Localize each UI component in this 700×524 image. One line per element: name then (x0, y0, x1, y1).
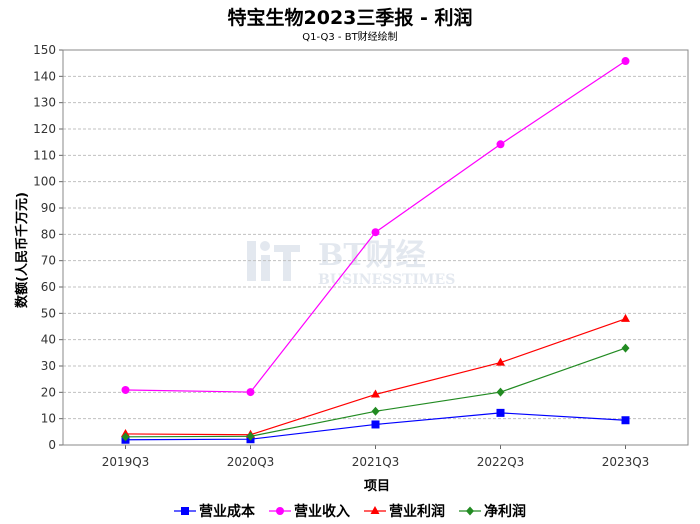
y-tick-label: 150 (33, 43, 56, 57)
chart-title: 特宝生物2023三季报 - 利润 (227, 7, 473, 29)
data-point (121, 432, 130, 442)
y-tick-label: 60 (41, 280, 56, 294)
legend-label: 净利润 (484, 504, 526, 520)
legend-label: 营业收入 (294, 504, 350, 520)
x-tick-label: 2020Q3 (227, 455, 275, 469)
y-tick-label: 70 (41, 254, 56, 268)
y-tick-label: 10 (41, 412, 56, 426)
y-tick-label: 80 (41, 227, 56, 241)
data-point (496, 387, 505, 397)
series-2 (121, 57, 630, 397)
x-tick-label: 2022Q3 (477, 455, 525, 469)
watermark-logo-icon (247, 241, 300, 281)
y-tick-label: 120 (33, 122, 56, 136)
data-point (621, 313, 630, 322)
y-tick-label: 30 (41, 359, 56, 373)
y-tick-label: 40 (41, 333, 56, 347)
x-axis-title: 项目 (364, 479, 390, 494)
x-tick-label: 2019Q3 (102, 455, 150, 469)
legend-marker (370, 506, 380, 514)
series-4 (121, 343, 630, 442)
y-tick-label: 0 (48, 438, 56, 452)
y-tick-label: 110 (33, 148, 56, 162)
data-point (371, 406, 380, 416)
legend-swatch (364, 506, 386, 514)
legend-swatch (174, 507, 196, 515)
legend-swatch (269, 507, 291, 515)
y-axis-title: 数额(人民币千万元) (14, 192, 30, 308)
watermark-sub-text: BUSINESSTIMES (318, 272, 455, 288)
watermark-main-text: BT财经 (318, 238, 426, 273)
line-chart: BT财经 BUSINESSTIMES 0 10 20 30 40 50 60 70 80 90 10… (14, 43, 689, 494)
y-tick-label: 90 (41, 201, 56, 215)
legend-item: 营业利润 (364, 501, 445, 521)
data-point (371, 420, 380, 429)
y-tick-label: 140 (33, 69, 56, 83)
legend-label: 营业成本 (199, 504, 255, 520)
data-point (496, 357, 505, 366)
chart-subtitle: Q1-Q3 - BT财经绘制 (302, 32, 398, 43)
chart-legend: 营业成本 营业收入 营业利润 净利润 (0, 501, 700, 521)
data-point (496, 140, 505, 149)
plot-border (62, 49, 689, 446)
data-point (121, 385, 130, 394)
data-point (621, 57, 630, 66)
legend-marker (466, 506, 474, 516)
data-point (371, 389, 380, 398)
legend-swatch (459, 506, 481, 516)
watermark: BT财经 BUSINESSTIMES (247, 238, 455, 288)
plot-area (63, 50, 688, 445)
y-tick-label: 130 (33, 96, 56, 110)
data-point (496, 408, 505, 417)
legend-label: 营业利润 (389, 504, 445, 520)
data-point (246, 431, 255, 441)
y-tick-label: 20 (41, 385, 56, 399)
legend-item: 净利润 (459, 501, 526, 521)
data-point (246, 388, 255, 397)
data-point (371, 228, 380, 237)
legend-marker (181, 507, 189, 515)
legend-item: 营业成本 (174, 501, 255, 521)
x-tick-label: 2021Q3 (352, 455, 400, 469)
legend-marker (276, 507, 284, 515)
legend-item: 营业收入 (269, 501, 350, 521)
data-point (621, 416, 630, 425)
x-tick-label: 2023Q3 (602, 455, 650, 469)
data-point (621, 343, 630, 353)
y-tick-label: 100 (33, 175, 56, 189)
y-tick-label: 50 (41, 306, 56, 320)
